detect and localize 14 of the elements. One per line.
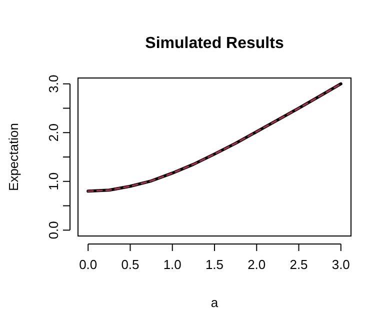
y-axis-title: Expectation (6, 123, 21, 191)
x-tick-label: 0.0 (79, 257, 98, 272)
x-tick-label: 2.5 (290, 257, 308, 272)
y-tick-label: 2.0 (46, 124, 61, 142)
x-tick-label: 3.0 (332, 257, 350, 272)
x-tick-label: 0.5 (121, 257, 140, 272)
chart-title: Simulated Results (145, 35, 284, 52)
y-tick-label: 3.0 (46, 74, 61, 93)
x-tick-label: 2.0 (248, 257, 266, 272)
x-tick-label: 1.0 (163, 257, 182, 272)
x-axis-title: a (210, 295, 219, 310)
x-tick-label: 1.5 (205, 257, 224, 272)
y-tick-label: 1.0 (46, 172, 61, 190)
y-tick-label: 0.0 (46, 221, 61, 240)
